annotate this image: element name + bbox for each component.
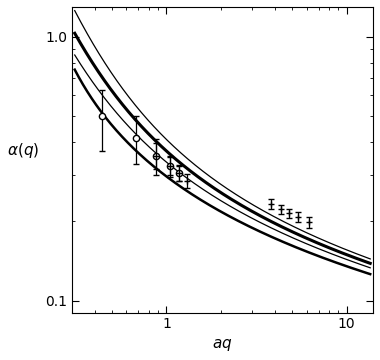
X-axis label: $aq$: $aq$: [212, 337, 233, 353]
Y-axis label: $\alpha(q)$: $\alpha(q)$: [7, 141, 39, 160]
